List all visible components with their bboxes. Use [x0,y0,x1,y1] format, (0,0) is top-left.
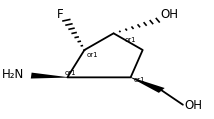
Polygon shape [130,77,165,93]
Text: or1: or1 [134,77,145,83]
Text: or1: or1 [125,37,136,43]
Text: OH: OH [185,99,203,112]
Text: F: F [57,8,64,21]
Text: or1: or1 [86,52,98,58]
Text: OH: OH [161,8,179,21]
Polygon shape [31,73,67,79]
Text: H₂N: H₂N [2,68,24,82]
Text: or1: or1 [64,70,76,76]
